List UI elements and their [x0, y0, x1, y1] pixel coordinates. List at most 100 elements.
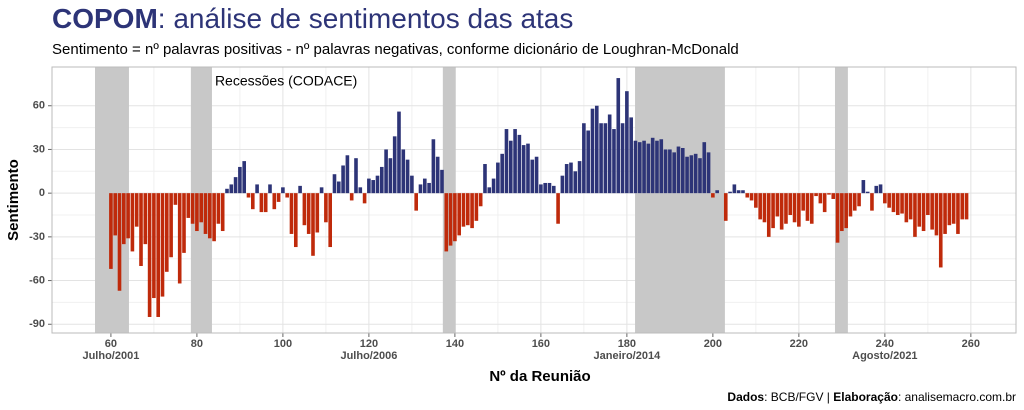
- bar: [513, 129, 517, 194]
- panel-border: [51, 66, 1017, 334]
- bar: [676, 146, 681, 194]
- bar: [556, 193, 560, 224]
- bar: [293, 193, 298, 248]
- bar: [392, 136, 397, 194]
- bar: [139, 193, 143, 266]
- bar: [289, 193, 294, 234]
- bar: [164, 193, 169, 272]
- bar: [788, 193, 793, 216]
- bar: [680, 147, 685, 194]
- bar: [594, 105, 599, 194]
- chart-title: COPOM: análise de sentimentos das atas: [52, 3, 573, 34]
- bar: [620, 123, 625, 194]
- date-label: Agosto/2021: [852, 350, 917, 362]
- bar: [672, 152, 676, 194]
- date-label: Julho/2006: [340, 350, 397, 362]
- bar: [741, 190, 745, 194]
- bar: [775, 193, 780, 217]
- bar: [147, 193, 152, 317]
- bar: [113, 193, 118, 236]
- plot-area: 60 80 100 120 140 160 180 200 220 240 260 -90 -60 -30…: [29, 66, 1017, 362]
- bar: [233, 177, 238, 194]
- bar: [435, 156, 440, 194]
- bar: [298, 185, 302, 194]
- bar: [840, 193, 844, 232]
- bar: [427, 182, 431, 194]
- bar: [121, 193, 126, 245]
- bar: [388, 158, 393, 194]
- bar: [375, 175, 380, 194]
- bar: [668, 149, 672, 194]
- bar: [379, 166, 384, 194]
- bar: [792, 193, 797, 223]
- bar: [306, 193, 311, 234]
- bar: [203, 193, 208, 234]
- x-axis-title: Nº da Reunião: [489, 368, 590, 385]
- bar: [943, 193, 947, 234]
- bar: [250, 193, 255, 210]
- bar: [470, 193, 474, 229]
- bar: [693, 153, 698, 194]
- bar: [564, 164, 569, 194]
- bar: [160, 193, 165, 297]
- x-tick-label: 60: [105, 338, 117, 350]
- bar: [448, 193, 453, 246]
- bar: [913, 193, 917, 237]
- bar: [573, 171, 578, 194]
- bar: [754, 193, 758, 208]
- bar: [190, 193, 195, 224]
- y-tick-label: -60: [29, 274, 45, 286]
- bar: [281, 187, 285, 194]
- bar: [956, 193, 960, 234]
- bar: [242, 161, 247, 194]
- x-tick-label: 80: [191, 338, 203, 350]
- bar: [629, 117, 633, 194]
- bar: [195, 193, 199, 232]
- bar: [715, 190, 719, 194]
- bar: [354, 158, 358, 194]
- bar: [539, 184, 543, 194]
- bar: [883, 193, 887, 204]
- bar: [173, 193, 178, 205]
- bar: [633, 140, 638, 194]
- bar: [835, 193, 840, 243]
- bar: [887, 193, 891, 208]
- y-tick-label: 30: [33, 143, 45, 155]
- bar: [930, 193, 934, 230]
- bar: [169, 193, 173, 258]
- bar: [702, 142, 707, 194]
- bar: [130, 193, 135, 252]
- bar: [332, 174, 337, 194]
- bar: [900, 193, 904, 214]
- bar: [646, 143, 651, 194]
- bar: [766, 193, 771, 237]
- bar: [822, 193, 827, 213]
- caption-part: : BCB/FGV |: [764, 390, 833, 404]
- x-tick-label: 120: [360, 338, 378, 350]
- bar: [938, 193, 943, 268]
- bar: [551, 185, 556, 194]
- bar: [453, 193, 457, 242]
- bar: [431, 139, 436, 194]
- y-tick-label: -30: [29, 231, 45, 243]
- bar: [238, 166, 242, 194]
- bar: [504, 129, 509, 194]
- bar: [865, 191, 870, 194]
- bar: [384, 149, 388, 194]
- bar: [904, 193, 909, 223]
- bar: [212, 193, 216, 242]
- bar: [268, 184, 272, 194]
- bar: [156, 193, 161, 317]
- bar: [642, 140, 646, 194]
- bar: [762, 193, 767, 223]
- bar: [590, 108, 595, 194]
- bar: [586, 130, 590, 194]
- bar: [814, 193, 818, 197]
- x-tick-label: 240: [876, 338, 894, 350]
- bar: [315, 193, 320, 233]
- bar: [186, 193, 191, 218]
- bar: [801, 193, 805, 211]
- bar: [745, 193, 750, 198]
- bar: [246, 193, 251, 198]
